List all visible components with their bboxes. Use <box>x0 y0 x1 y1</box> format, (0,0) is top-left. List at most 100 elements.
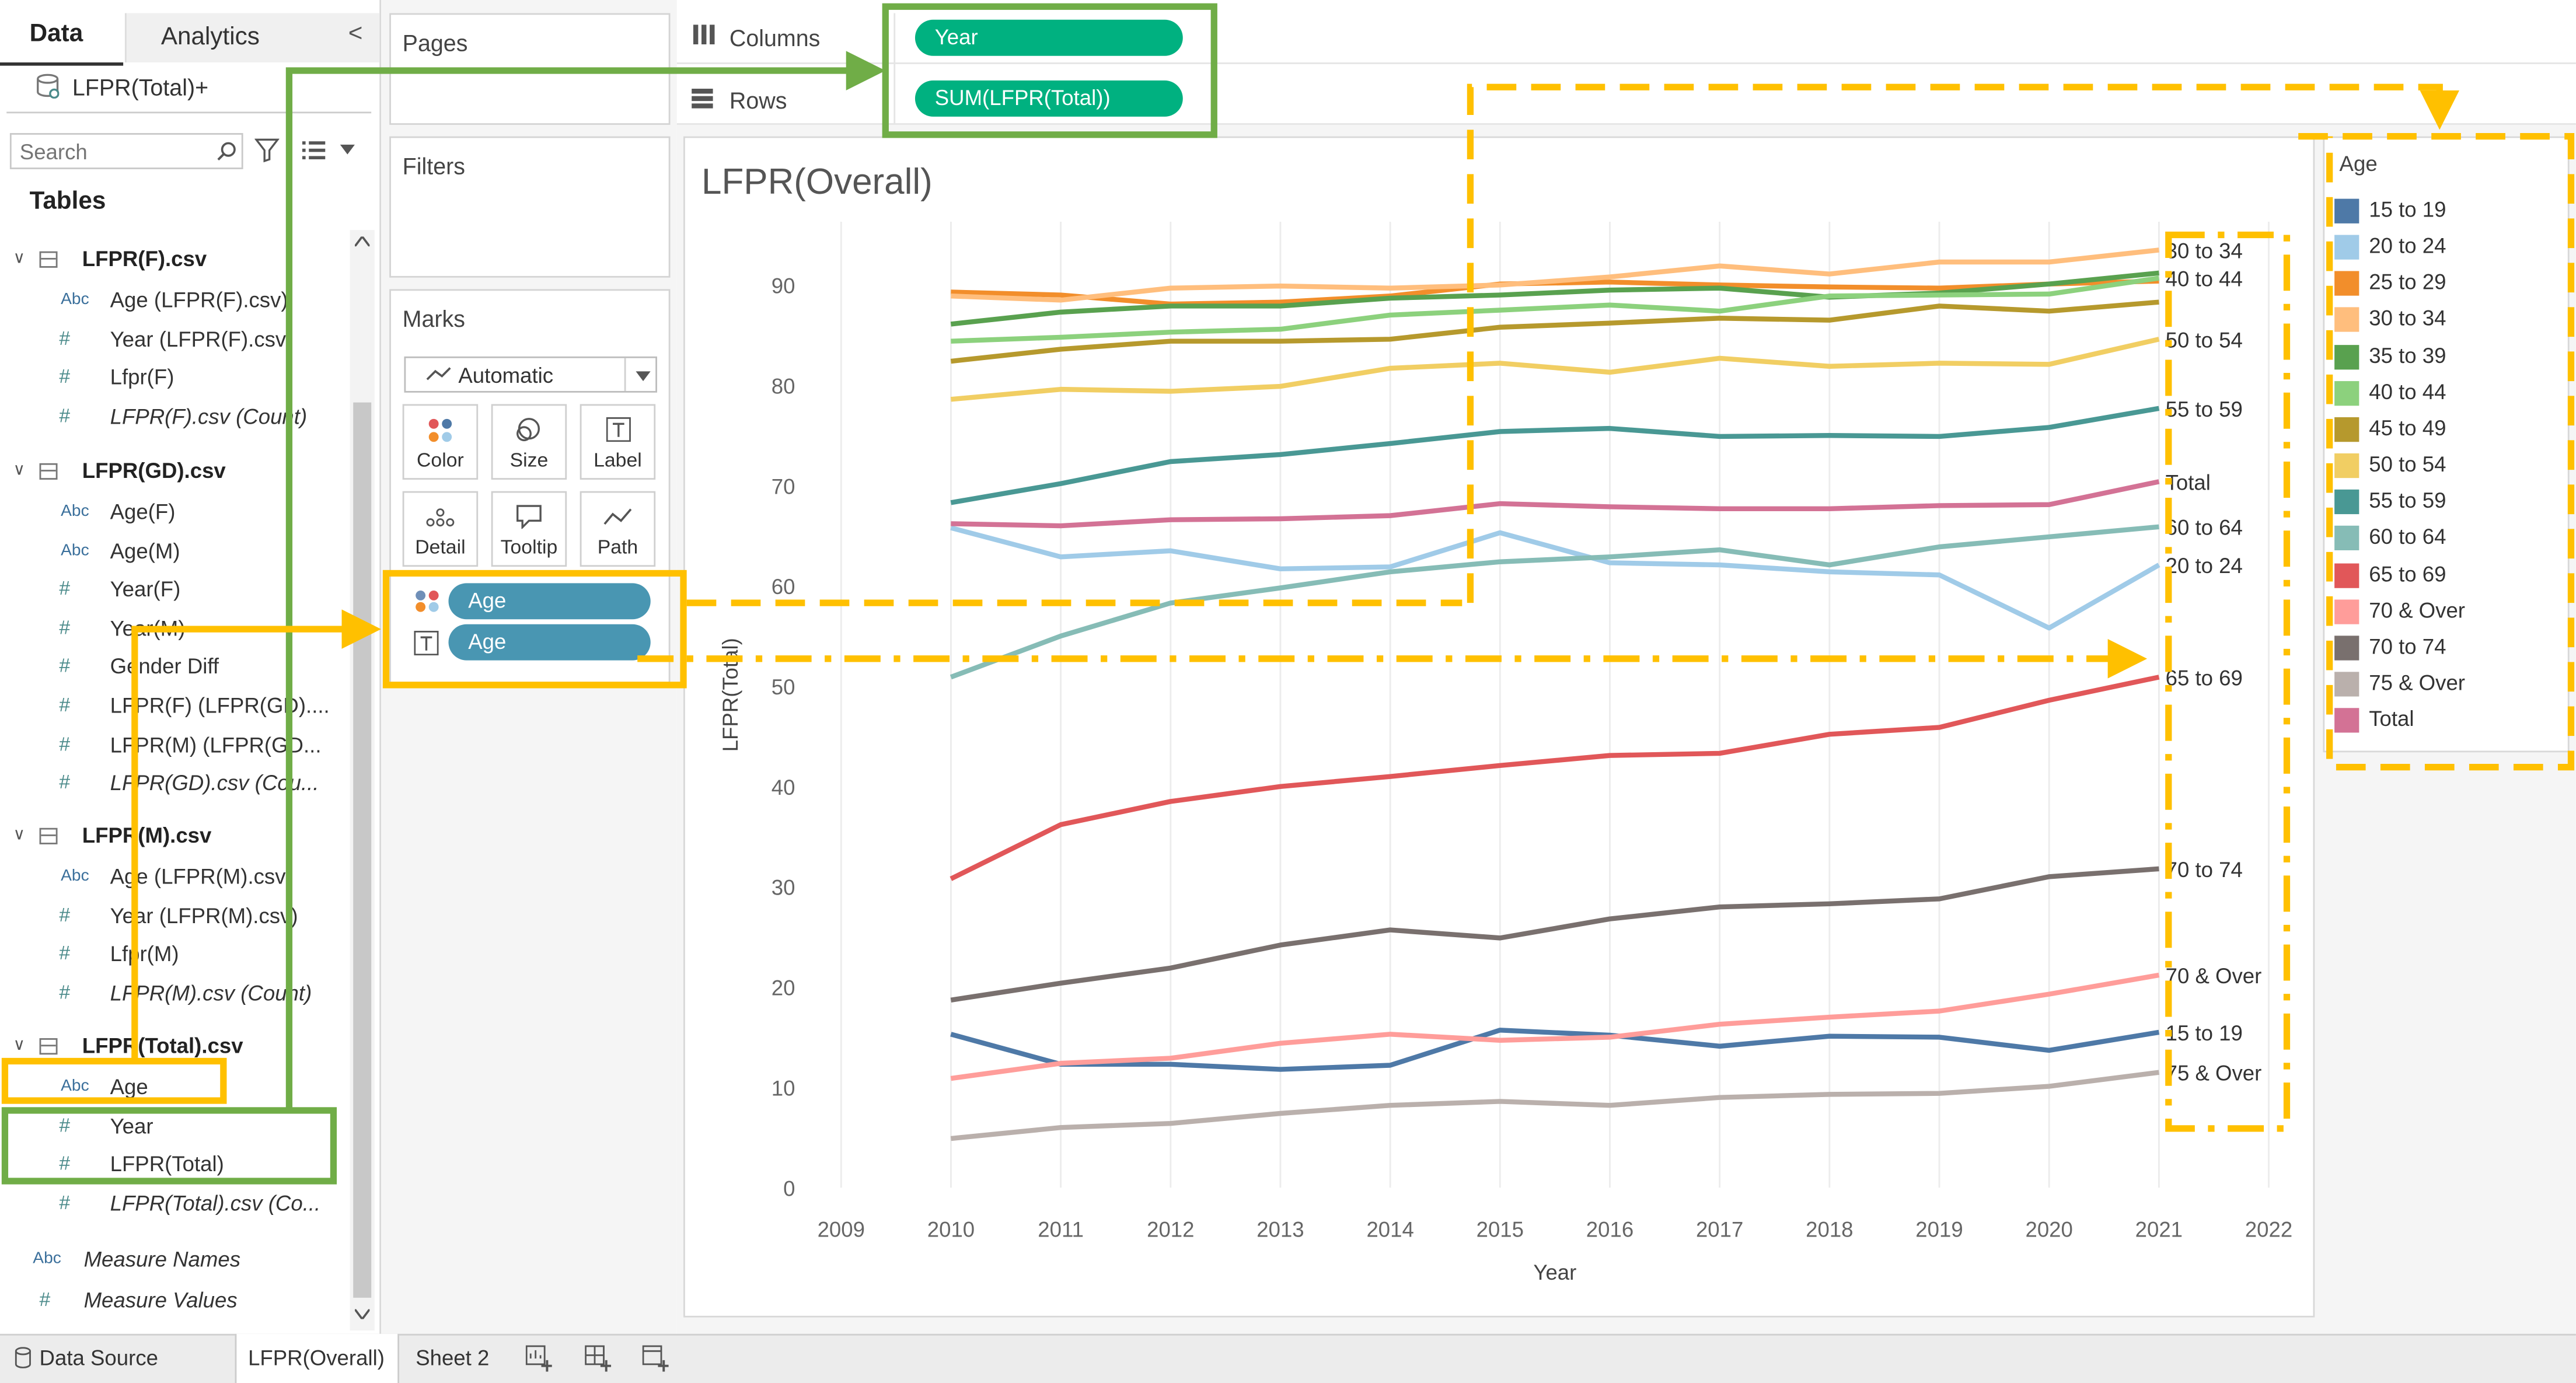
field-item[interactable]: Abc Age(F) <box>0 493 337 531</box>
field-item[interactable]: # Year (LFPR(F).csv) <box>0 320 337 358</box>
pages-card[interactable]: Pages <box>389 13 671 125</box>
pane-divider <box>6 111 372 114</box>
field-item[interactable]: # LFPR(GD).csv (Cou... <box>0 764 337 802</box>
legend-swatch <box>2334 308 2359 333</box>
chevron-down-icon[interactable]: ∨ <box>13 462 26 480</box>
y-tick-label: 10 <box>772 1076 795 1100</box>
search-input[interactable] <box>16 136 212 168</box>
abc-icon: Abc <box>61 541 89 560</box>
columns-shelf[interactable] <box>676 13 2576 64</box>
field-item[interactable]: # LFPR(F).csv (Count) <box>0 397 337 435</box>
detail-button[interactable]: Detail <box>402 491 479 567</box>
x-tick-label: 2017 <box>1696 1218 1743 1242</box>
marks-title: Marks <box>402 305 465 332</box>
abc-icon: Abc <box>61 867 89 886</box>
tab-sheet-2[interactable]: Sheet 2 <box>416 1345 490 1370</box>
field-item[interactable]: # Year(M) <box>0 609 337 647</box>
field-item[interactable]: # Year(F) <box>0 570 337 608</box>
tab-lfpr-overall[interactable]: LFPR(Overall) <box>235 1333 400 1383</box>
tooltip-button[interactable]: Tooltip <box>491 491 567 567</box>
x-tick-label: 2022 <box>2245 1218 2292 1242</box>
abc-icon: Abc <box>61 291 89 309</box>
field-item[interactable]: # LFPR(F) (LFPR(GD).... <box>0 687 337 725</box>
field-item[interactable]: # LFPR(Total) <box>0 1145 337 1183</box>
chevron-down-icon[interactable]: ∨ <box>13 1036 26 1055</box>
label-button-label: Label <box>594 448 642 472</box>
new-worksheet-icon[interactable] <box>525 1345 552 1372</box>
abc-icon: Abc <box>33 1250 61 1269</box>
chevron-down-icon[interactable]: ∨ <box>13 826 26 844</box>
measure-icon: # <box>59 654 71 677</box>
field-item[interactable]: # Lfpr(F) <box>0 358 337 396</box>
new-dashboard-icon[interactable] <box>585 1345 612 1372</box>
field-item[interactable]: Abc Age (LFPR(M).csv) <box>0 857 337 895</box>
data-source-tab[interactable]: Data Source <box>0 1334 230 1383</box>
search-icon[interactable] <box>217 141 237 161</box>
color-button[interactable]: Color <box>402 404 479 480</box>
table-header[interactable]: ∨ LFPR(M).csv <box>0 816 337 856</box>
abc-icon: Abc <box>61 1077 89 1096</box>
chevron-down-icon[interactable]: ∨ <box>13 249 26 268</box>
field-item[interactable]: # Gender Diff <box>0 648 337 686</box>
filters-card[interactable]: Filters <box>389 136 671 278</box>
sheet-tab-bar <box>0 1333 2576 1383</box>
measure-icon: # <box>59 577 71 600</box>
field-item[interactable]: Abc Age (LFPR(F).csv) <box>0 281 337 319</box>
measure-icon: # <box>39 1287 51 1311</box>
table-header[interactable]: ∨ LFPR(GD).csv <box>0 452 337 491</box>
field-item[interactable]: # LFPR(Total).csv (Co... <box>0 1184 337 1222</box>
table-header[interactable]: ∨ LFPR(F).csv <box>0 240 337 280</box>
chevron-down-icon[interactable] <box>636 371 651 382</box>
shelf-label-divider <box>893 13 896 125</box>
filter-icon[interactable] <box>254 138 280 163</box>
tables-list: ∨ LFPR(F).csv Abc Age (LFPR(F).csv) # Year (L… <box>0 0 345 1334</box>
tooltip-button-label: Tooltip <box>500 535 558 559</box>
field-item[interactable]: # Lfpr(M) <box>0 935 337 973</box>
path-button-label: Path <box>597 535 638 559</box>
tab-analytics[interactable]: Analytics <box>160 23 260 51</box>
marks-label-age-pill[interactable]: Age <box>448 624 651 661</box>
mark-type-dropdown[interactable]: Automatic <box>404 356 657 393</box>
rows-icon <box>692 89 713 109</box>
measure-names-field[interactable]: Abc Measure Names <box>0 1240 337 1278</box>
field-item[interactable]: # LFPR(M) (LFPR(GD... <box>0 725 337 763</box>
x-tick-label: 2021 <box>2135 1218 2183 1242</box>
scroll-up-icon[interactable] <box>355 236 370 247</box>
measure-values-field[interactable]: # Measure Values <box>0 1281 337 1319</box>
field-item[interactable]: Abc Age(M) <box>0 532 337 570</box>
data-pane-scrollbar[interactable] <box>350 230 375 1331</box>
table-header[interactable]: ∨ LFPR(Total).csv <box>0 1026 337 1066</box>
collapse-pane-icon[interactable]: < <box>348 19 363 48</box>
new-story-icon[interactable] <box>642 1345 669 1372</box>
label-button[interactable]: Label <box>580 404 656 480</box>
rows-lfpr-pill[interactable]: SUM(LFPR(Total)) <box>914 80 1183 117</box>
color-button-label: Color <box>417 448 464 472</box>
legend-swatch <box>2334 344 2359 369</box>
line-chart[interactable]: 2009 2010 2011 2012 2013 2014 2015 2016 2017 2018… <box>683 137 2315 1318</box>
columns-year-pill[interactable]: Year <box>914 19 1183 56</box>
search-box[interactable] <box>9 133 243 169</box>
legend-swatch <box>2334 490 2359 515</box>
y-tick-label: 40 <box>772 776 795 799</box>
size-button[interactable]: Size <box>491 404 567 480</box>
field-item[interactable]: Abc Age <box>0 1068 337 1106</box>
legend-swatch <box>2334 526 2359 551</box>
columns-icon <box>693 25 715 45</box>
tab-data[interactable]: Data <box>29 19 83 48</box>
y-tick-label: 20 <box>772 976 795 1000</box>
measure-icon: # <box>59 616 71 639</box>
marks-color-age-pill[interactable]: Age <box>448 583 651 620</box>
mark-type-label: Automatic <box>458 363 554 388</box>
line-mark-icon <box>426 367 451 380</box>
path-button[interactable]: Path <box>580 491 656 567</box>
scroll-thumb[interactable] <box>353 402 372 1298</box>
scroll-down-icon[interactable] <box>355 1309 370 1319</box>
field-item[interactable]: # Year (LFPR(M).csv) <box>0 896 337 934</box>
legend-swatch <box>2334 708 2359 733</box>
abc-icon: Abc <box>61 502 89 521</box>
field-item[interactable]: # LFPR(M).csv (Count) <box>0 974 337 1012</box>
database-icon <box>15 1347 31 1368</box>
end-label: 70 to 74 <box>2166 858 2243 882</box>
datasource-name[interactable]: LFPR(Total)+ <box>72 74 209 100</box>
field-item[interactable]: # Year <box>0 1106 337 1144</box>
